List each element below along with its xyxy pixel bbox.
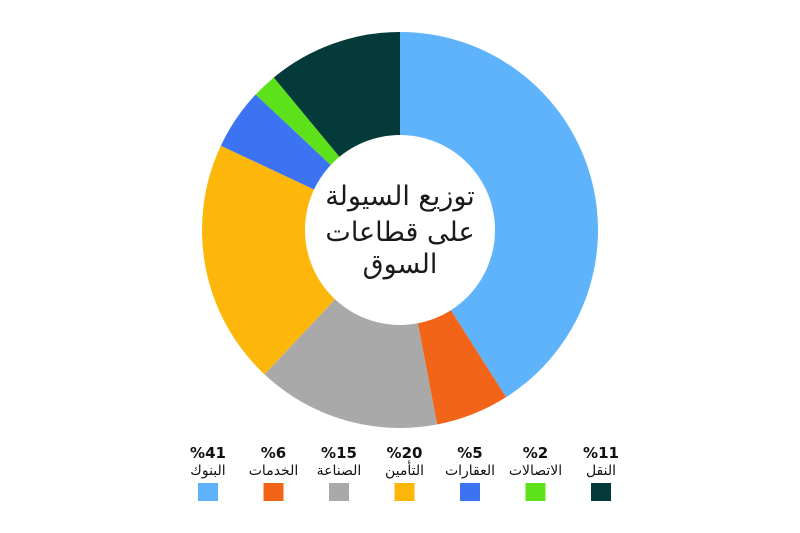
legend-label: التأمين <box>385 460 424 479</box>
legend-swatch <box>525 483 546 501</box>
legend-label: العقارات <box>445 463 495 479</box>
legend-swatch <box>263 483 284 501</box>
legend-swatch <box>460 483 480 501</box>
title-line-3: السوق <box>363 249 438 280</box>
title-line-1: توزيع السيولة <box>325 181 475 212</box>
legend-value: %20 <box>387 444 423 462</box>
title-line-2: على قطاعات <box>325 217 474 248</box>
legend-swatch <box>394 483 415 501</box>
legend-label: الخدمات <box>249 463 299 479</box>
legend-label: الاتصالات <box>509 463 562 479</box>
legend-label: الصناعة <box>317 463 362 479</box>
legend-value: %11 <box>583 444 619 462</box>
legend-value: %6 <box>261 444 286 462</box>
legend-value: %41 <box>190 444 226 462</box>
legend-value: %2 <box>523 444 548 462</box>
legend-value: %15 <box>321 444 357 462</box>
legend-label: البنوك <box>190 463 225 479</box>
donut-hole <box>305 135 495 325</box>
legend-swatch <box>329 483 349 501</box>
slice-4 <box>201 145 400 375</box>
legend-swatch <box>198 483 218 501</box>
legend-value: %5 <box>457 444 482 462</box>
legend-swatch <box>591 483 611 501</box>
legend-label: النقل <box>586 463 616 479</box>
